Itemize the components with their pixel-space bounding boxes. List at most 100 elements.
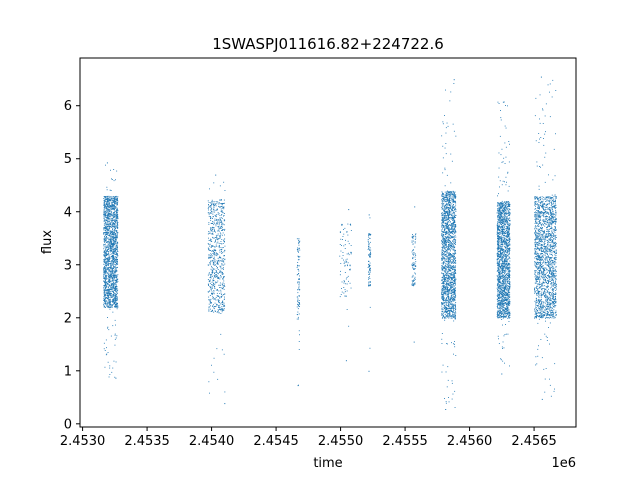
data-point (453, 204, 454, 206)
data-point (443, 306, 445, 308)
data-point (443, 293, 445, 295)
data-point (349, 269, 351, 271)
data-point (442, 277, 444, 279)
data-point (443, 286, 444, 288)
data-point (412, 274, 414, 276)
data-point (212, 280, 214, 282)
data-point (115, 246, 117, 248)
data-point (450, 207, 452, 209)
data-point (116, 244, 118, 246)
data-point (222, 243, 224, 244)
data-point (442, 298, 444, 300)
data-point (105, 276, 107, 278)
data-point (114, 210, 116, 212)
data-point (344, 265, 346, 267)
data-point (113, 267, 115, 269)
data-point (116, 233, 118, 235)
data-point (445, 275, 447, 276)
data-point (441, 135, 443, 137)
data-point (112, 232, 114, 234)
data-point (109, 232, 111, 234)
data-point (446, 297, 447, 299)
data-point (345, 259, 347, 261)
data-point (505, 324, 506, 325)
data-point (442, 239, 444, 241)
data-point (108, 242, 110, 244)
data-point (454, 275, 456, 277)
data-point (107, 247, 109, 249)
data-point (107, 264, 109, 265)
data-point (451, 316, 453, 318)
data-point (451, 236, 452, 238)
data-point (348, 252, 349, 254)
data-point (503, 224, 505, 226)
data-point (455, 196, 457, 197)
data-point (452, 216, 454, 218)
data-point (447, 200, 448, 202)
data-point (454, 229, 456, 231)
data-point (369, 256, 371, 257)
data-point (449, 202, 451, 204)
data-point (445, 212, 447, 214)
data-point (449, 243, 451, 245)
data-point (443, 228, 445, 230)
data-point (112, 262, 114, 264)
data-point (117, 281, 119, 282)
data-point (214, 287, 216, 289)
data-point (106, 230, 108, 232)
data-point (114, 201, 115, 202)
data-point (215, 282, 217, 284)
data-point (216, 289, 218, 291)
data-point (220, 291, 222, 293)
data-point (369, 249, 371, 251)
data-point (108, 293, 110, 295)
data-point (343, 282, 345, 284)
data-point (450, 217, 452, 219)
data-point (214, 302, 216, 304)
data-point (114, 338, 116, 340)
data-point (297, 308, 299, 310)
data-point (453, 253, 455, 254)
data-point (443, 253, 445, 255)
data-point (217, 378, 219, 380)
data-point (441, 266, 443, 268)
data-point (370, 284, 371, 286)
data-point (107, 208, 109, 210)
data-point (445, 254, 447, 256)
data-point (221, 309, 223, 311)
data-point (412, 265, 414, 267)
data-point (452, 294, 454, 295)
data-point (111, 286, 113, 288)
data-point (108, 206, 109, 208)
data-point (368, 370, 370, 372)
data-point (343, 259, 344, 261)
data-point (113, 261, 115, 263)
data-point (442, 314, 444, 316)
data-point (446, 249, 448, 251)
data-point (107, 216, 109, 218)
data-point (449, 256, 451, 258)
data-point (218, 300, 219, 302)
data-point (414, 241, 416, 243)
data-point (452, 225, 454, 227)
data-point (454, 299, 456, 301)
data-point (105, 219, 106, 221)
data-point (109, 231, 111, 233)
data-point (209, 213, 211, 214)
data-point (452, 267, 454, 268)
data-point (212, 269, 214, 271)
data-point (107, 237, 109, 239)
data-point (368, 284, 370, 286)
data-point (210, 302, 211, 304)
data-point (104, 259, 106, 261)
data-point (442, 299, 443, 300)
data-point (116, 198, 118, 199)
data-point (441, 286, 443, 288)
data-point (498, 280, 500, 282)
data-point (108, 277, 110, 278)
data-point (442, 290, 444, 291)
data-point (103, 267, 105, 269)
data-point (215, 250, 216, 252)
data-point (298, 349, 300, 350)
data-point (449, 316, 451, 317)
